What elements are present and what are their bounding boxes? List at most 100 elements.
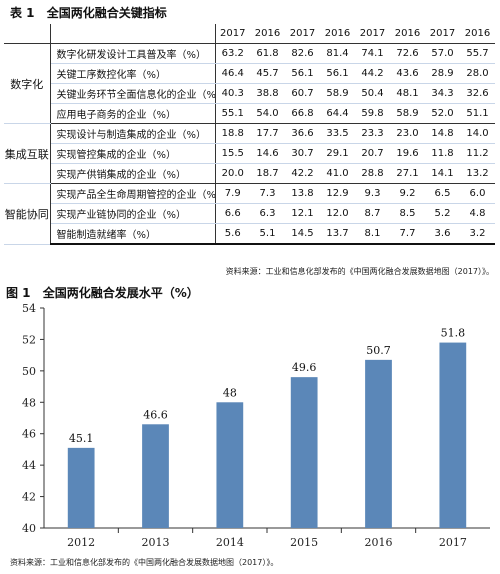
value-cell: 8.1 [355, 223, 390, 245]
indicators-table: 2017 2016 2017 2016 2017 2016 2017 2016 … [4, 24, 495, 245]
value-cell: 38.8 [250, 83, 285, 104]
indicator-label: 应用电子商务的企业（%） [50, 103, 216, 124]
chart-caption-number: 图 1 [6, 286, 31, 300]
indicator-label: 实现产业链协同的企业（%） [50, 203, 216, 224]
value-cell: 63.2 [215, 43, 250, 64]
header-year: 2016 [460, 24, 495, 44]
value-cell: 28.9 [425, 63, 460, 84]
table-row: 关键业务环节全面信息化的企业（%） 40.3 38.8 60.7 58.9 50.4 48.… [4, 83, 495, 104]
value-cell: 12.9 [320, 183, 355, 204]
value-cell: 9.3 [355, 183, 390, 204]
category-cell: 数字化 [4, 43, 51, 124]
value-cell: 43.6 [390, 63, 425, 84]
value-cell: 14.5 [285, 223, 320, 245]
x-tick-label: 2014 [216, 536, 244, 549]
value-cell: 14.6 [250, 143, 285, 164]
table-row: 实现产业链协同的企业（%） 6.6 6.3 12.1 12.0 8.7 8.5 5.2 4.8 [4, 203, 495, 224]
table-body: 数字化 数字化研发设计工具普及率（%） 63.2 61.8 82.6 81.4 74.1 72… [4, 43, 495, 245]
bar-chart: 40 42 44 46 48 50 52 54 45.1 2012 46.6 2013 48 2014 49… [22, 302, 490, 549]
header-year: 2017 [285, 24, 320, 44]
x-tick-label: 2012 [67, 536, 95, 549]
value-cell: 82.6 [285, 43, 320, 64]
table-row: 关键工序数控化率（%） 46.4 45.7 56.1 56.1 44.2 43.6 28.9 2… [4, 63, 495, 84]
value-cell: 3.6 [425, 223, 460, 245]
bar [365, 359, 392, 528]
value-cell: 28.8 [355, 163, 390, 184]
value-cell: 36.6 [285, 123, 320, 144]
table-row: 数字化 数字化研发设计工具普及率（%） 63.2 61.8 82.6 81.4 74.1 72… [4, 43, 495, 124]
value-cell: 42.2 [285, 163, 320, 184]
indicator-label: 实现产供销集成的企业（%） [50, 163, 216, 184]
value-cell: 72.6 [390, 43, 425, 64]
value-cell: 57.0 [425, 43, 460, 64]
y-tick-label: 40 [22, 522, 36, 535]
value-cell: 20.7 [355, 143, 390, 164]
y-tick-label: 48 [22, 396, 36, 409]
header-year: 2017 [355, 24, 390, 44]
bar [290, 377, 318, 528]
header-blank-indicator [50, 24, 216, 44]
value-cell: 45.7 [250, 63, 285, 84]
value-cell: 60.7 [285, 83, 320, 104]
value-cell: 7.3 [250, 183, 285, 204]
value-cell: 4.8 [460, 203, 495, 224]
value-cell: 56.1 [285, 63, 320, 84]
value-cell: 5.2 [425, 203, 460, 224]
value-cell: 58.9 [320, 83, 355, 104]
value-cell: 23.0 [390, 123, 425, 144]
value-cell: 13.2 [460, 163, 495, 184]
value-cell: 15.5 [215, 143, 250, 164]
indicator-label: 实现管控集成的企业（%） [50, 143, 216, 164]
data-label: 46.6 [143, 408, 168, 421]
value-cell: 12.0 [320, 203, 355, 224]
value-cell: 23.3 [355, 123, 390, 144]
value-cell: 18.8 [215, 123, 250, 144]
value-cell: 3.2 [460, 223, 495, 245]
data-label: 49.6 [292, 361, 317, 374]
indicator-label: 关键业务环节全面信息化的企业（%） [50, 83, 216, 104]
value-cell: 5.6 [215, 223, 250, 245]
bar [216, 402, 244, 528]
x-tick-label: 2013 [142, 536, 170, 549]
table-row: 应用电子商务的企业（%） 55.1 54.0 66.8 64.4 59.8 58.9 52.0… [4, 103, 495, 124]
value-cell: 13.7 [320, 223, 355, 245]
y-tick-label: 52 [22, 333, 36, 346]
indicator-label: 数字化研发设计工具普及率（%） [50, 43, 216, 64]
value-cell: 64.4 [320, 103, 355, 124]
chart-source-note: 资料来源：工业和信息化部发布的《中国两化融合发展数据地图（2017）》。 [10, 558, 279, 567]
value-cell: 6.0 [460, 183, 495, 204]
value-cell: 58.9 [390, 103, 425, 124]
value-cell: 29.1 [320, 143, 355, 164]
value-cell: 13.8 [285, 183, 320, 204]
value-cell: 27.1 [390, 163, 425, 184]
table-row: 实现产供销集成的企业（%） 20.0 18.7 42.2 41.0 28.8 27.1 14.… [4, 163, 495, 184]
data-label: 45.1 [69, 432, 94, 445]
value-cell: 30.7 [285, 143, 320, 164]
indicator-label: 关键工序数控化率（%） [50, 63, 216, 84]
value-cell: 7.9 [215, 183, 250, 204]
indicator-label: 实现设计与制造集成的企业（%） [50, 123, 216, 144]
chart-caption-title: 全国两化融合发展水平（%） [42, 286, 199, 300]
value-cell: 5.1 [250, 223, 285, 245]
y-tick-label: 42 [22, 491, 36, 504]
header-year: 2016 [320, 24, 355, 44]
value-cell: 28.0 [460, 63, 495, 84]
value-cell: 6.6 [215, 203, 250, 224]
bar [142, 424, 169, 528]
value-cell: 51.1 [460, 103, 495, 124]
indicator-label: 实现产品全生命周期管控的企业（%） [50, 183, 216, 204]
value-cell: 9.2 [390, 183, 425, 204]
table-header-row: 2017 2016 2017 2016 2017 2016 2017 2016 [4, 24, 495, 44]
value-cell: 74.1 [355, 43, 390, 64]
x-tick-label: 2016 [365, 536, 393, 549]
value-cell: 46.4 [215, 63, 250, 84]
value-cell: 14.8 [425, 123, 460, 144]
table-row: 实现管控集成的企业（%） 15.5 14.6 30.7 29.1 20.7 19.6 11.8… [4, 143, 495, 164]
header-year: 2017 [425, 24, 460, 44]
value-cell: 59.8 [355, 103, 390, 124]
value-cell: 66.8 [285, 103, 320, 124]
category-cell: 集成互联 [4, 123, 51, 184]
value-cell: 48.1 [390, 83, 425, 104]
bar [439, 342, 467, 528]
indicator-label: 智能制造就绪率（%） [50, 223, 216, 245]
